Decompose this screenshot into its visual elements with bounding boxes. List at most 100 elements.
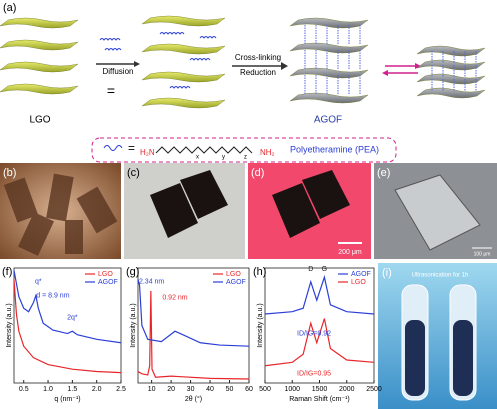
- panel-i: (i) Ultrasonication for 1h: [378, 263, 497, 409]
- x-axis-label: q (nm⁻¹): [54, 396, 80, 403]
- formula-end: NH₂: [260, 148, 275, 157]
- pea-chain: [199, 36, 217, 39]
- annotation: ID/IG=0.92: [297, 330, 331, 337]
- annotation: q*: [35, 279, 42, 286]
- sheet: [289, 42, 369, 54]
- annotation: G: [322, 266, 327, 273]
- x-tick-label: 1.5: [67, 386, 77, 393]
- sheet: [416, 87, 486, 99]
- plot-frame: [137, 267, 250, 384]
- sheet: [141, 71, 226, 83]
- x-tick-label: 50: [226, 386, 234, 393]
- x-axis-label: Raman Shift (cm⁻¹): [289, 396, 349, 403]
- legend-label: LGO: [351, 279, 366, 286]
- pea-chain: [169, 86, 191, 89]
- vial-content: [453, 320, 473, 396]
- data-line: [138, 290, 249, 380]
- formula-end: H₂N: [140, 148, 155, 157]
- scale-label: 100 μm: [474, 251, 491, 257]
- panel-label: (i): [382, 267, 392, 279]
- x-tick-label: 1500: [312, 386, 328, 393]
- sheet: [141, 97, 226, 109]
- sheet: [416, 59, 486, 71]
- x-tick-label: 40: [206, 386, 214, 393]
- sheet: [416, 73, 486, 85]
- formula-box: [91, 137, 397, 163]
- sheet: [0, 83, 79, 95]
- panel-label: (h): [253, 266, 266, 278]
- panel-label: (b): [3, 167, 16, 179]
- x-tick-label: 2.5: [116, 386, 126, 393]
- data-line: [138, 279, 249, 347]
- x-tick-label: 20: [167, 386, 175, 393]
- legend-label: AGOF: [226, 279, 246, 286]
- pea-label: Polyetheramine (PEA): [290, 144, 379, 154]
- formula-index: x: [196, 155, 199, 161]
- y-axis-label: Intensity (a.u.): [257, 303, 264, 347]
- x-tick-label: 1.0: [43, 386, 53, 393]
- x-tick-label: 0.5: [19, 386, 29, 393]
- panel-a: (a) LGO Diffusion = Cross-linking Reduct…: [0, 2, 486, 163]
- panel-label: (d): [251, 167, 264, 179]
- plot-area: [265, 274, 374, 367]
- annotation: 2.34 nm: [139, 279, 164, 286]
- legend-label: AGOF: [351, 271, 371, 278]
- panel-label: (f): [2, 266, 12, 278]
- sheet: [141, 43, 226, 55]
- x-tick-label: 60: [245, 386, 253, 393]
- scale-label: 200 μm: [338, 249, 362, 256]
- annotation: ID/IG=0.95: [297, 371, 331, 378]
- arrow-label: Reduction: [240, 68, 276, 77]
- annotation: d = 8.9 nm: [36, 292, 69, 299]
- data-line: [14, 279, 121, 374]
- panel-label: (e): [377, 167, 390, 179]
- sheet: [289, 17, 369, 29]
- panel-label: (a): [3, 2, 16, 14]
- plot-frame: [13, 267, 122, 384]
- sample: [394, 174, 481, 251]
- pea-chain: [104, 48, 122, 51]
- arrow-label: Diffusion: [103, 67, 134, 76]
- legend-label: LGO: [226, 271, 241, 278]
- sheet: [289, 67, 369, 79]
- pea-chain: [159, 32, 185, 35]
- formula-index: y: [222, 155, 225, 161]
- x-tick-label: 10: [148, 386, 156, 393]
- sheet: [0, 61, 79, 73]
- x-tick-label: 500: [259, 386, 271, 393]
- plot-area: [138, 279, 249, 380]
- arrow-head: [281, 62, 288, 70]
- x-tick-label: 1000: [284, 386, 300, 393]
- data-line: [265, 274, 374, 315]
- equals: =: [128, 141, 135, 155]
- photo-note: Ultrasonication for 1h: [412, 273, 469, 279]
- arrow-head: [382, 70, 388, 76]
- x-tick-label: 2500: [366, 386, 382, 393]
- formula-index: z: [244, 155, 247, 161]
- plot-area: [14, 270, 121, 374]
- x-axis-label: 2θ (°): [185, 395, 202, 403]
- arrow-label: Cross-linking: [235, 53, 281, 62]
- sheet: [416, 45, 486, 57]
- sheet: [141, 15, 226, 27]
- x-tick-label: 30: [187, 386, 195, 393]
- pea-chain: [99, 38, 121, 41]
- pea-icon: [103, 145, 123, 151]
- annotation: D: [308, 266, 313, 273]
- equals: =: [107, 83, 115, 99]
- vial-content: [405, 320, 425, 396]
- arrow-head: [134, 61, 140, 67]
- data-line: [14, 270, 121, 344]
- formula-chain: [155, 146, 253, 154]
- legend-label: AGOF: [98, 279, 118, 286]
- y-axis-label: Intensity (a.u.): [6, 303, 13, 347]
- annotation: 0.92 nm: [162, 295, 187, 302]
- photo: [378, 263, 497, 409]
- x-tick-label: 2000: [339, 386, 355, 393]
- y-axis-label: Intensity (a.u.): [130, 303, 137, 347]
- panel-e: (e) 100 μm: [374, 163, 497, 259]
- pea-chain: [189, 58, 211, 61]
- data-line: [265, 318, 374, 367]
